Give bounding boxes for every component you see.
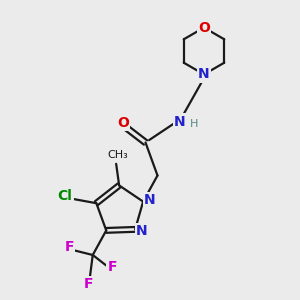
Text: F: F [107, 260, 117, 274]
Text: O: O [198, 21, 210, 34]
Text: N: N [144, 193, 155, 207]
Text: N: N [136, 224, 148, 238]
Text: H: H [190, 119, 198, 129]
Text: N: N [198, 68, 210, 81]
Text: F: F [83, 278, 93, 291]
Text: O: O [117, 116, 129, 130]
Text: CH₃: CH₃ [107, 150, 128, 161]
Text: Cl: Cl [58, 189, 73, 203]
Text: F: F [64, 241, 74, 254]
Text: N: N [174, 115, 186, 128]
